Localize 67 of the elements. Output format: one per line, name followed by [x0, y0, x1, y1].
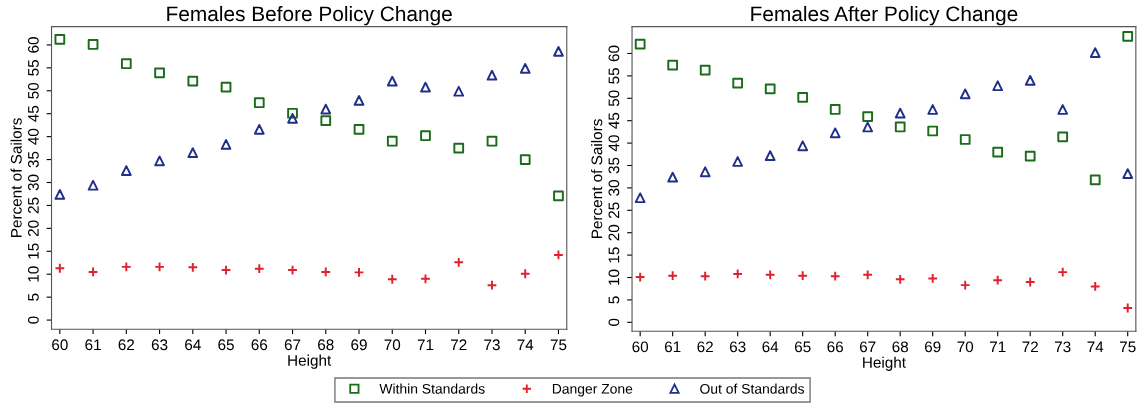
- x-tick-label: 64: [762, 341, 779, 353]
- x-tick-label: 70: [957, 341, 974, 353]
- y-tick-label: 25: [27, 197, 39, 214]
- x-tick-label: 66: [827, 341, 844, 353]
- y-tick-label: 15: [608, 247, 620, 263]
- x-axis-title: Height: [863, 356, 906, 371]
- x-tick-label: 70: [384, 339, 401, 351]
- x-tick-label: 64: [185, 339, 201, 351]
- x-axis-title: Height: [288, 354, 332, 369]
- x-tick-label: 65: [794, 341, 811, 353]
- y-tick-label: 35: [27, 151, 39, 168]
- y-tick-label: 20: [608, 224, 620, 241]
- legend-label: Out of Standards: [700, 383, 805, 394]
- x-tick-label: 68: [318, 339, 334, 351]
- x-tick-label: 72: [1022, 341, 1038, 353]
- y-tick-label: 55: [608, 68, 620, 84]
- x-tick-label: 67: [859, 341, 876, 353]
- y-tick-label: 60: [608, 45, 620, 62]
- y-tick-label: 30: [27, 174, 39, 191]
- x-tick-label: 67: [284, 339, 301, 351]
- x-tick-label: 73: [1054, 341, 1071, 353]
- y-tick-label: 45: [28, 105, 39, 122]
- y-tick-label: 25: [608, 202, 620, 219]
- x-tick-label: 63: [729, 341, 746, 353]
- y-tick-label: 5: [28, 293, 39, 301]
- y-tick-label: 0: [608, 318, 620, 326]
- x-tick-label: 74: [1087, 341, 1104, 353]
- x-tick-label: 61: [85, 339, 101, 351]
- y-tick-label: 5: [608, 296, 620, 304]
- y-tick-label: 15: [28, 243, 39, 259]
- x-tick-label: 63: [151, 339, 168, 351]
- x-tick-label: 69: [924, 341, 941, 353]
- y-tick-label: 10: [27, 266, 39, 282]
- x-tick-label: 62: [118, 339, 135, 351]
- x-tick-label: 61: [664, 341, 681, 353]
- x-tick-label: 73: [484, 339, 500, 351]
- y-tick-label: 35: [608, 157, 620, 174]
- y-tick-label: 10: [608, 269, 620, 285]
- y-tick-label: 40: [608, 135, 620, 152]
- legend-label: Danger Zone: [552, 384, 633, 397]
- y-axis-title: Percent of Sailors: [591, 119, 603, 238]
- chart-title: Females Before Policy Change: [167, 5, 452, 26]
- y-tick-label: 45: [608, 112, 620, 129]
- y-tick-label: 40: [27, 128, 39, 145]
- legend-label: Within Standards: [379, 383, 485, 394]
- x-tick-label: 71: [417, 339, 434, 351]
- x-tick-label: 74: [517, 339, 534, 351]
- y-axis-title: Percent of Sailors: [10, 118, 22, 237]
- x-tick-label: 71: [989, 341, 1006, 353]
- x-tick-label: 65: [218, 339, 234, 351]
- y-tick-label: 0: [27, 316, 39, 324]
- chart-title: Females After Policy Change: [751, 5, 1018, 26]
- x-tick-label: 72: [451, 339, 467, 351]
- x-tick-label: 75: [1120, 341, 1136, 353]
- x-tick-label: 68: [892, 341, 909, 353]
- y-tick-label: 30: [608, 180, 620, 196]
- y-tick-label: 55: [28, 60, 39, 76]
- x-tick-label: 75: [550, 339, 567, 351]
- y-tick-label: 50: [608, 90, 620, 107]
- x-tick-label: 60: [52, 339, 68, 351]
- x-tick-label: 69: [351, 339, 367, 351]
- x-tick-label: 60: [632, 341, 649, 353]
- y-tick-label: 50: [27, 82, 39, 99]
- y-tick-label: 20: [27, 220, 39, 237]
- x-tick-label: 66: [251, 339, 268, 351]
- y-tick-label: 60: [27, 37, 39, 53]
- x-tick-label: 62: [697, 341, 713, 353]
